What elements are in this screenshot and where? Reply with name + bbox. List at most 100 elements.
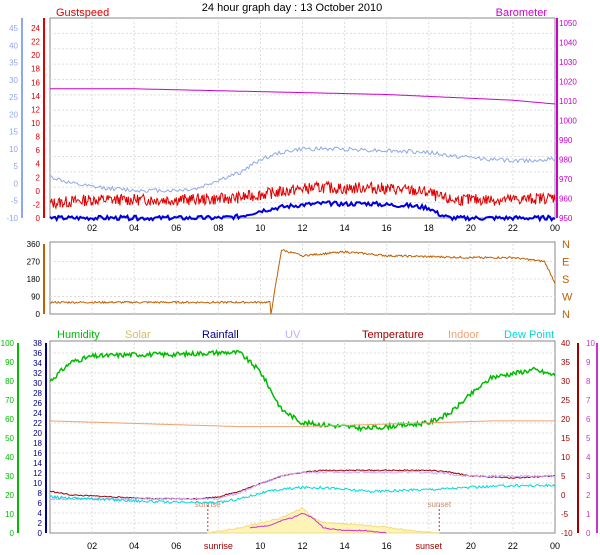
y-tick-label: 0 xyxy=(38,529,43,538)
y-tick-label: 50 xyxy=(5,434,14,443)
y-tick-label: 12 xyxy=(33,469,42,478)
y-tick-label: 16 xyxy=(31,78,40,87)
y-tick-label: 1 xyxy=(586,510,591,519)
barometer-title: Barometer xyxy=(496,7,548,19)
x-tick-label: 04 xyxy=(129,223,139,233)
y-tick-label: 0 xyxy=(14,179,19,188)
y-tick-label: 3 xyxy=(586,472,591,481)
y-tick-label: 1000 xyxy=(559,117,577,126)
sunset-label: sunset xyxy=(427,500,451,509)
y-tick-label: 270 xyxy=(27,258,41,267)
y-tick-label: 100 xyxy=(1,339,15,348)
y-tick-label: 32 xyxy=(33,369,42,378)
legend-item: Indoor xyxy=(448,329,480,341)
y-tick-label: -5 xyxy=(561,510,569,519)
y-tick-label: 8 xyxy=(36,133,41,142)
x-tick-label: 00 xyxy=(550,541,560,551)
y-tick-label: 1050 xyxy=(559,19,577,28)
x-tick-label: sunrise xyxy=(204,541,233,551)
y-tick-label: 5 xyxy=(14,162,19,171)
y-tick-label: 30 xyxy=(5,472,14,481)
y-tick-label: 40 xyxy=(5,453,14,462)
y-tick-label: -10 xyxy=(561,529,573,538)
y-tick-label: 60 xyxy=(5,415,14,424)
y-tick-label: 30 xyxy=(9,76,18,85)
x-tick-label: 20 xyxy=(466,541,476,551)
y-tick-label: 20 xyxy=(33,429,42,438)
y-tick-label: 0 xyxy=(10,529,15,538)
legend-item: UV xyxy=(285,329,301,341)
y-tick-label: 2 xyxy=(38,519,43,528)
series-wind xyxy=(49,200,556,223)
legend-item: Temperature xyxy=(362,329,424,341)
y-tick-label: 15 xyxy=(561,434,570,443)
y-tick-label: 40 xyxy=(9,41,18,50)
y-tick-label: 4 xyxy=(36,160,41,169)
legend-item: Solar xyxy=(125,329,151,341)
series-uvsolar xyxy=(249,512,387,534)
series-solar xyxy=(207,507,440,535)
y-tick-label: 970 xyxy=(559,175,573,184)
y-tick-label: 18 xyxy=(33,439,42,448)
y-tick-label: 6 xyxy=(586,415,591,424)
x-tick-label: 10 xyxy=(255,541,265,551)
y-tick-label: 20 xyxy=(31,51,40,60)
y-tick-label: 20 xyxy=(9,110,18,119)
x-tick-label: 08 xyxy=(213,223,223,233)
x-tick-label: 02 xyxy=(87,223,97,233)
y-tick-label: 80 xyxy=(5,377,14,386)
x-tick-label: 10 xyxy=(255,223,265,233)
y-tick-label: 6 xyxy=(38,499,43,508)
y-tick-label: 15 xyxy=(9,128,18,137)
x-tick-label: 04 xyxy=(129,541,139,551)
y-tick-label: 1040 xyxy=(559,39,577,48)
y-tick-label: 14 xyxy=(33,459,42,468)
compass-label: S xyxy=(562,274,569,286)
series-humidity xyxy=(49,348,556,433)
y-tick-label: 10 xyxy=(586,339,595,348)
y-tick-label: 990 xyxy=(559,136,573,145)
y-tick-label: 0 xyxy=(586,529,591,538)
compass-label: E xyxy=(562,257,569,269)
y-tick-label: 38 xyxy=(33,339,42,348)
gustspeed-title: Gustspeed xyxy=(56,7,109,19)
series-direction xyxy=(49,248,556,315)
series-windavg xyxy=(49,146,556,194)
y-tick-label: -5 xyxy=(11,197,19,206)
y-tick-label: 960 xyxy=(559,195,573,204)
x-tick-label: sunset xyxy=(415,541,442,551)
y-tick-label: 10 xyxy=(5,510,14,519)
y-tick-label: 14 xyxy=(31,92,40,101)
y-tick-label: 70 xyxy=(5,396,14,405)
y-tick-label: -2 xyxy=(33,200,41,209)
y-tick-label: 34 xyxy=(33,359,42,368)
y-tick-label: 6 xyxy=(36,146,41,155)
x-tick-label: 06 xyxy=(171,223,181,233)
series-dewpoint xyxy=(49,483,556,505)
y-tick-label: 1030 xyxy=(559,58,577,67)
y-tick-label: 22 xyxy=(31,38,40,47)
y-tick-label: 4 xyxy=(38,509,43,518)
x-tick-label: 20 xyxy=(466,223,476,233)
y-tick-label: 0 xyxy=(36,214,41,223)
y-tick-label: 25 xyxy=(9,93,18,102)
y-tick-label: 9 xyxy=(586,358,591,367)
graph-title: 24 hour graph day : 13 October 2010 xyxy=(202,2,382,14)
y-tick-label: 980 xyxy=(559,156,573,165)
y-tick-label: 28 xyxy=(33,389,42,398)
y-tick-label: 90 xyxy=(5,358,14,367)
legend-item: Humidity xyxy=(57,329,100,341)
x-tick-label: 22 xyxy=(508,541,518,551)
y-tick-label: 30 xyxy=(561,377,570,386)
y-tick-label: 25 xyxy=(561,396,570,405)
series-pressure xyxy=(50,88,556,105)
y-tick-label: -10 xyxy=(6,214,18,223)
y-tick-label: 5 xyxy=(561,472,566,481)
x-tick-label: 16 xyxy=(382,541,392,551)
y-tick-label: 10 xyxy=(33,479,42,488)
y-tick-label: 20 xyxy=(5,491,14,500)
y-tick-label: 0 xyxy=(36,187,41,196)
legend-item: Rainfall xyxy=(202,329,239,341)
y-tick-label: 22 xyxy=(33,419,42,428)
